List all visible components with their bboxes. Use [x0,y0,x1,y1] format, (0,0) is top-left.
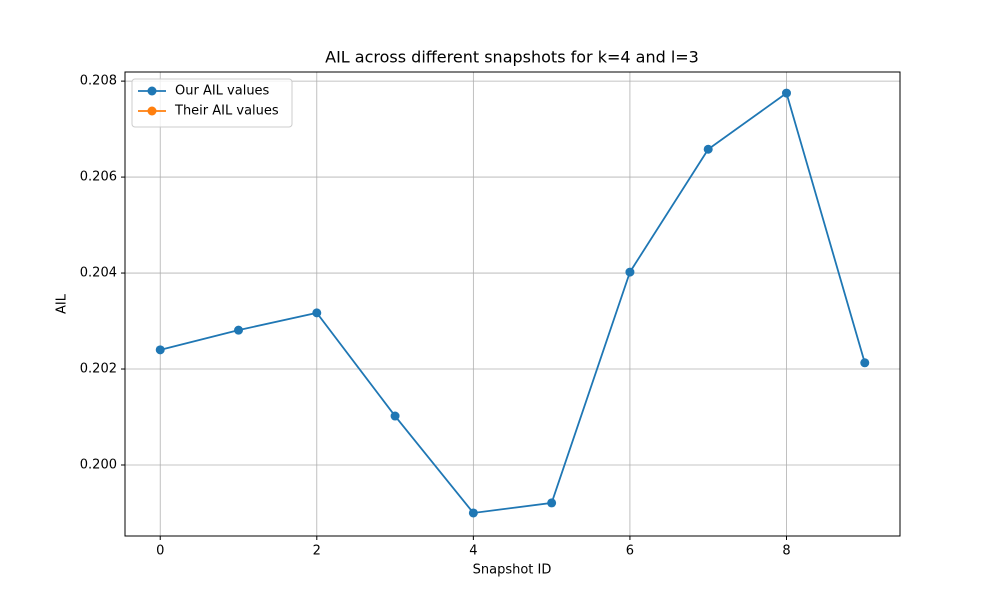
x-axis-label: Snapshot ID [473,563,552,578]
y-tick-label: 0.208 [80,74,117,89]
data-point [625,267,635,277]
plot-frame [124,71,901,537]
data-point [781,88,791,98]
data-point [860,358,870,368]
legend-label: Our AIL values [175,84,270,99]
data-point [547,498,557,508]
chart-title: AIL across different snapshots for k=4 a… [325,48,699,67]
x-tick-label: 2 [313,544,321,559]
legend-label: Their AIL values [174,104,279,119]
legend-marker [147,86,157,96]
series-line [160,91,866,514]
legend-marker [147,106,157,116]
x-tick-label: 8 [782,544,790,559]
y-axis-label: AIL [55,293,70,314]
data-point [312,308,322,318]
data-point [234,325,244,335]
data-point [390,411,400,421]
data-point [703,144,713,154]
y-tick-label: 0.202 [80,362,117,377]
y-tick-label: 0.206 [80,170,117,185]
y-tick-label: 0.200 [80,457,117,472]
x-tick-label: 4 [469,544,477,559]
data-point [155,345,165,355]
y-tick-label: 0.204 [80,266,117,281]
x-tick-label: 0 [156,544,164,559]
data-point [468,508,478,518]
x-tick-label: 6 [626,544,634,559]
legend-box [131,78,293,128]
